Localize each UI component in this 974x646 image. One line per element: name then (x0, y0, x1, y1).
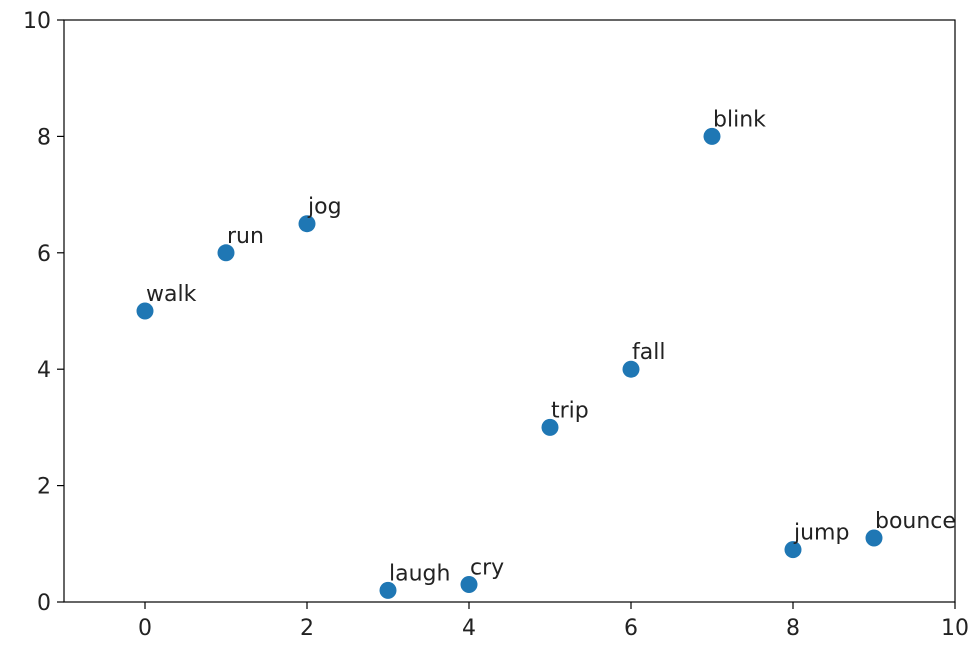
point-label: blink (713, 107, 766, 132)
scatter-point (298, 215, 316, 233)
x-tick-label: 2 (300, 616, 314, 641)
point-labels-layer: walk run jog laugh cry trip fall blink jump bounc… (146, 107, 956, 586)
axes-layer: 0 2 4 6 8 10 0 2 4 6 8 10 (23, 9, 969, 641)
y-tick-label: 2 (37, 475, 51, 500)
y-tick-label: 10 (23, 9, 51, 34)
point-label: cry (470, 556, 504, 581)
point-label: walk (146, 282, 197, 307)
y-tick-label: 8 (37, 125, 51, 150)
scatter-point (217, 244, 235, 262)
point-label: run (227, 224, 264, 249)
point-label: laugh (389, 561, 450, 586)
y-tick-label: 4 (37, 358, 51, 383)
x-tick-label: 4 (462, 616, 476, 641)
scatter-point (865, 529, 883, 547)
point-label: bounce (875, 509, 956, 534)
scatter-point (460, 576, 478, 594)
x-tick-label: 0 (138, 616, 152, 641)
point-label: jog (307, 195, 342, 220)
scatter-point (703, 127, 721, 145)
scatter-point (136, 302, 154, 320)
points-layer (136, 127, 883, 599)
scatter-point (784, 541, 802, 559)
point-label: trip (551, 398, 589, 423)
scatter-point (622, 360, 640, 378)
y-tick-label: 0 (37, 591, 51, 616)
x-tick-label: 6 (624, 616, 638, 641)
scatter-point (541, 418, 559, 436)
y-tick-label: 6 (37, 242, 51, 267)
point-label: fall (632, 340, 665, 365)
point-label: jump (793, 521, 849, 546)
plot-frame (63, 19, 956, 603)
scatter-point (379, 581, 397, 599)
x-tick-label: 10 (941, 616, 969, 641)
x-tick-label: 8 (786, 616, 800, 641)
